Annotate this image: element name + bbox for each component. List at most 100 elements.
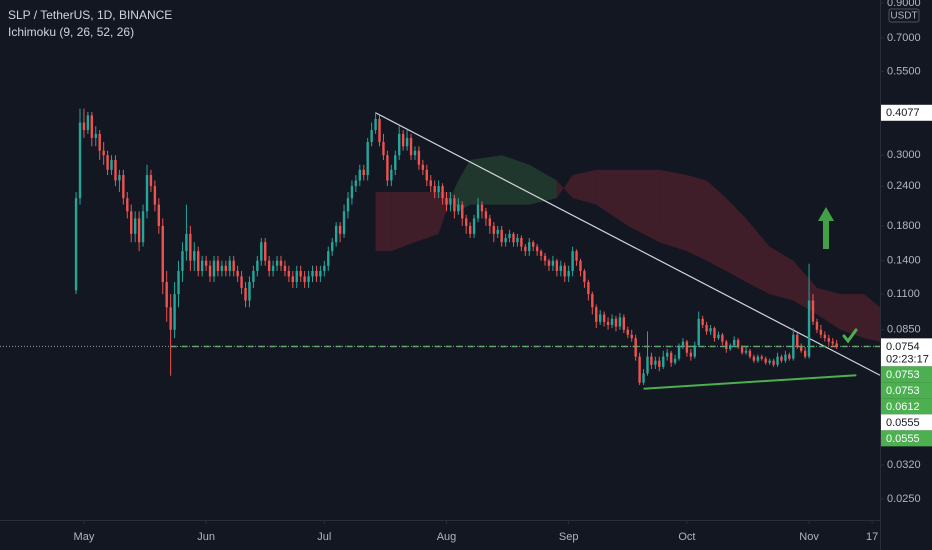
candle-body: [744, 350, 748, 353]
y-tick-label: 0.2400: [887, 180, 921, 192]
candle-body: [181, 251, 184, 271]
x-tick-label: Oct: [678, 531, 695, 543]
x-tick-label: May: [74, 531, 95, 543]
candle-body: [457, 204, 460, 212]
candle-body: [425, 169, 428, 181]
candle-body: [595, 307, 598, 322]
candle-body: [409, 137, 413, 156]
price-label-box: [881, 366, 932, 383]
candle-body: [717, 334, 720, 339]
candle-body: [602, 314, 606, 322]
candle-body: [555, 260, 559, 271]
price-label-box: [881, 104, 932, 121]
candle-body: [622, 317, 626, 330]
candle-body: [508, 233, 511, 238]
candle-body: [185, 233, 188, 252]
candle-body: [275, 260, 279, 266]
cloud-segment: [572, 169, 597, 205]
symbol-title: SLP / TetherUS, 1D, BINANCE: [8, 8, 172, 22]
candle-body: [693, 345, 696, 357]
candle-body: [299, 270, 302, 277]
candle-body: [807, 300, 811, 357]
candle-body: [642, 373, 645, 383]
candle-body: [701, 318, 704, 325]
candle-body: [681, 341, 685, 348]
candle-body: [291, 276, 295, 283]
candle-body: [413, 150, 417, 156]
candle-body: [496, 229, 499, 234]
candle-body: [516, 237, 519, 243]
candle-body: [165, 282, 168, 308]
candle-body: [697, 318, 700, 346]
cloud-segment: [391, 192, 415, 252]
candle-body: [307, 276, 310, 283]
candle-body: [327, 251, 330, 266]
cloud-segment: [501, 155, 530, 205]
countdown-label: 02:23:17: [886, 353, 929, 365]
candle-body: [169, 307, 172, 330]
candle-body: [520, 237, 523, 247]
candle-body: [729, 345, 732, 349]
cloud-segment: [746, 218, 770, 295]
cloud-segment: [470, 155, 502, 205]
cloud-segment: [769, 246, 794, 301]
candle-body: [736, 339, 740, 348]
candle-body: [141, 211, 145, 243]
price-label-box: [881, 382, 932, 399]
candle-body: [390, 169, 393, 181]
candle-body: [315, 270, 318, 277]
candle-body: [646, 356, 649, 374]
cloud-segment: [596, 169, 628, 226]
candle-body: [803, 350, 807, 357]
candle-body: [346, 198, 350, 212]
candle-body: [378, 118, 381, 143]
candle-body: [658, 360, 661, 367]
plot-area: [0, 108, 881, 390]
candle-body: [240, 276, 243, 288]
x-tick-label: Jun: [197, 531, 215, 543]
candle-body: [370, 130, 373, 143]
x-tick-label: Aug: [437, 531, 457, 543]
candle-body: [173, 294, 176, 330]
y-tick-label: 0.1400: [887, 255, 921, 267]
candle-body: [472, 218, 476, 234]
cloud-segment: [659, 169, 687, 252]
price-label-box: [881, 414, 932, 431]
currency-box: [888, 8, 920, 23]
candle-body: [449, 198, 452, 205]
candle-body: [634, 338, 637, 357]
candle-body: [610, 318, 614, 325]
candle-body: [283, 265, 287, 271]
candle-body: [543, 255, 547, 261]
cloud-segment: [706, 180, 727, 271]
candle-body: [788, 354, 791, 359]
arrow-shaft: [823, 220, 829, 249]
candle-body: [689, 352, 693, 357]
candle-body: [677, 347, 681, 359]
candle-body: [484, 211, 488, 219]
candle-body: [429, 180, 432, 187]
candle-body: [650, 356, 653, 365]
check-mark: [842, 328, 858, 344]
y-tick-label: 0.5500: [887, 65, 921, 77]
price-label: 0.0753: [886, 369, 920, 381]
candle-body: [236, 270, 239, 277]
trend-line: [375, 112, 881, 376]
x-tick-label: 17: [866, 531, 878, 543]
candle-body: [248, 282, 251, 301]
candle-body: [654, 360, 657, 365]
x-tick-label: Sep: [559, 531, 579, 543]
candle-body: [796, 334, 799, 348]
candle-body: [685, 341, 689, 353]
arrow-head: [818, 207, 834, 221]
candle-body: [567, 270, 570, 277]
price-label: 0.4077: [886, 107, 920, 119]
candle-body: [705, 324, 708, 332]
candle-body: [445, 198, 448, 205]
candle-body: [303, 276, 306, 283]
candle-body: [366, 142, 369, 176]
candle-body: [145, 175, 149, 212]
cloud-segment: [375, 192, 392, 252]
candle-body: [232, 260, 235, 271]
candle-body: [82, 122, 86, 131]
